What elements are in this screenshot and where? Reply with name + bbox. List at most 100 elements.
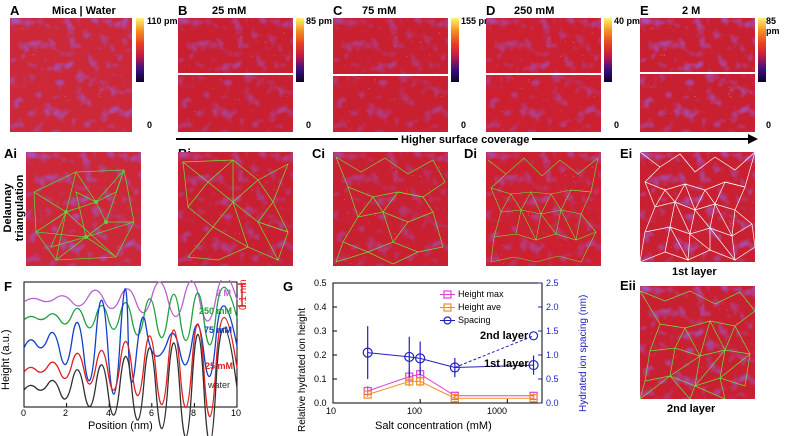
g-point-1-2	[416, 377, 425, 386]
delaunay-image-ai	[26, 152, 141, 266]
afm-image-d	[486, 18, 601, 132]
delaunay-image-bi	[178, 152, 293, 266]
panel-c-label: C	[333, 3, 343, 18]
legend-height-max: Height max	[458, 289, 504, 299]
g-series-marks	[362, 326, 539, 403]
g-yl-tick-2: 0.2	[314, 350, 327, 360]
panel-f-xlabel: Position (nm)	[88, 420, 153, 432]
panel-ai-label: Ai	[4, 146, 17, 161]
f-tick-0: 0	[21, 408, 27, 418]
g-line-0	[367, 373, 534, 397]
panel-g-xlabel: Salt concentration (mM)	[375, 420, 492, 432]
g-annot-2nd-layer: 2nd layer	[480, 330, 529, 342]
g-left-ticks	[333, 282, 337, 404]
colorbar-d-max: 40 pm	[614, 16, 641, 26]
series-label-2m: 2 M	[216, 288, 232, 298]
afm-image-c	[333, 18, 448, 132]
g-yr-tick-4: 2.0	[546, 302, 559, 312]
colorbar-b	[296, 18, 304, 82]
second-layer-label: 2nd layer	[667, 403, 716, 415]
colorbar-c-min: 0	[461, 120, 467, 130]
colorbar-a-max: 110 pm	[147, 16, 178, 26]
f-tick-6: 6	[149, 408, 155, 418]
f-tick-2: 2	[63, 408, 69, 418]
arrow-label: Higher surface coverage	[398, 134, 533, 146]
first-layer-label: 1st layer	[672, 266, 717, 278]
panel-c-title: 75 mM	[362, 5, 397, 17]
profile-2m	[23, 280, 238, 322]
colorbar-d-min: 0	[614, 120, 620, 130]
g-point-2-2	[415, 353, 426, 364]
legend-height-ave: Height ave	[458, 302, 502, 312]
series-label-water: water	[208, 380, 231, 390]
g-point-1-1	[405, 377, 414, 386]
panel-g-label: G	[283, 279, 294, 294]
colorbar-a-min: 0	[147, 120, 153, 130]
f-tick-10: 10	[231, 408, 242, 418]
profile-25mm	[23, 316, 238, 418]
g-point-1-3	[450, 394, 459, 403]
colorbar-b-min: 0	[306, 120, 312, 130]
g-point-2-4	[528, 359, 539, 371]
delaunay-image-ei	[640, 152, 755, 262]
g-yr-tick-3: 1.5	[546, 326, 559, 336]
profile-water	[23, 327, 238, 436]
g-dashed-link	[454, 335, 534, 368]
g-point-2-3	[449, 362, 460, 373]
f-tick-8: 8	[191, 408, 197, 418]
delaunay-image-eii	[640, 286, 755, 399]
delaunay-image-ci	[333, 152, 448, 266]
series-label-250mm: 250 mM	[199, 306, 233, 316]
g-yl-tick-4: 0.4	[314, 302, 327, 312]
g-point-2-0	[362, 347, 373, 358]
colorbar-c	[451, 18, 459, 82]
g-point-1-0	[363, 390, 372, 399]
afm-image-e	[640, 18, 755, 132]
series-label-25mm: 25 mM	[205, 361, 234, 371]
panel-b-title: 25 mM	[212, 5, 247, 17]
panel-f-chart	[23, 280, 246, 436]
g-plot-frame	[332, 282, 543, 404]
panel-eii-label: Eii	[620, 278, 636, 293]
colorbar-d	[604, 18, 612, 82]
g-yl-tick-0: 0.0	[314, 398, 327, 408]
colorbar-b-max: 85 pm	[306, 16, 333, 26]
g-annot-1st-layer: 1st layer	[484, 358, 529, 370]
g-x-tick-1000: 1000	[487, 406, 508, 416]
panel-ei-label: Ei	[620, 146, 633, 161]
panel-ci-label: Ci	[312, 146, 325, 161]
legend-spacing: Spacing	[458, 315, 491, 325]
g-x-tick-10: 10	[326, 406, 337, 416]
panel-e-label: E	[640, 3, 649, 18]
panel-e-title: 2 M	[682, 5, 701, 17]
panel-a-label: A	[10, 3, 20, 18]
panel-d-title: 250 mM	[514, 5, 555, 17]
g-legend	[440, 290, 455, 325]
profile-250mm	[23, 286, 238, 346]
colorbar-a	[136, 18, 144, 82]
scale-bar	[238, 283, 246, 307]
g-yr-tick-0: 0.0	[546, 398, 559, 408]
f-tick-4: 4	[106, 408, 112, 418]
panel-f-label: F	[4, 279, 12, 294]
g-x-ticks	[332, 399, 508, 403]
g-2nd-layer-point	[528, 331, 539, 341]
g-point-2-1	[404, 351, 415, 363]
colorbar-e	[758, 18, 766, 82]
delaunay-image-di	[486, 152, 601, 266]
series-label-75mm: 75 mM	[204, 325, 233, 335]
panel-b-label: B	[178, 3, 188, 18]
afm-image-a	[10, 18, 132, 132]
g-yr-tick-2: 1.0	[546, 350, 559, 360]
colorbar-e-max: 85 pm	[766, 16, 780, 36]
g-yl-tick-5: 0.5	[314, 278, 327, 288]
profile-75mm	[23, 288, 238, 395]
panel-d-label: D	[486, 3, 496, 18]
colorbar-c-max: 155 pm	[461, 16, 493, 26]
g-yl-tick-1: 0.1	[314, 374, 327, 384]
panel-a-title: Mica | Water	[52, 5, 116, 17]
g-x-tick-100: 100	[407, 406, 423, 416]
g-point-1-4	[529, 394, 538, 403]
g-yr-tick-5: 2.5	[546, 278, 559, 288]
